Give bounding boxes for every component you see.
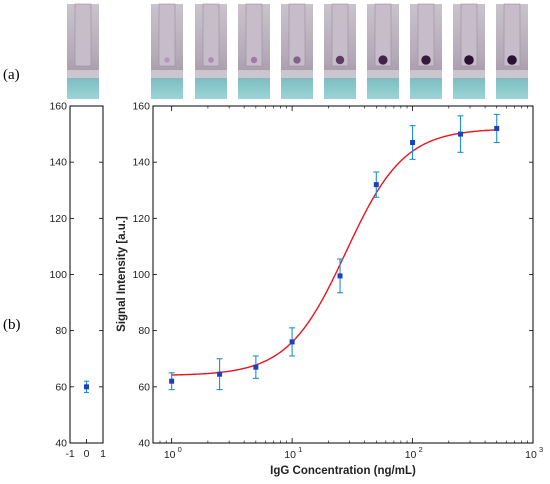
strip-image xyxy=(410,3,442,99)
x-tick-label: 10 xyxy=(164,449,176,461)
x-tick-exponent: 2 xyxy=(419,445,423,454)
strip-image xyxy=(195,3,227,99)
strip-tape xyxy=(151,70,183,78)
x-tick-exponent: 0 xyxy=(178,445,182,454)
strip-spot xyxy=(208,57,214,63)
main-data-points xyxy=(168,113,500,391)
y-tick-label: 160 xyxy=(49,101,67,113)
strip-tape xyxy=(67,70,99,78)
y-tick-label: 120 xyxy=(132,213,150,225)
strip-body xyxy=(374,3,392,67)
data-point xyxy=(217,371,223,377)
strip-spot xyxy=(421,55,431,65)
strip-tape xyxy=(238,70,270,78)
data-point xyxy=(169,378,175,384)
y-tick-label: 160 xyxy=(132,101,150,113)
strip-body xyxy=(74,3,92,67)
left-y-axis: 40 60 80 100 120 140 160 xyxy=(49,101,103,450)
y-tick-label: 40 xyxy=(138,438,150,450)
strip-tape xyxy=(281,70,313,78)
left-x-axis: -1 0 1 xyxy=(65,439,106,460)
y-axis-title: Signal Intensity [a.u.] xyxy=(116,216,128,332)
strip-body xyxy=(288,3,306,67)
y-tick-label: 40 xyxy=(55,438,67,450)
main-y-axis: 40 60 80 100 120 140 160 xyxy=(132,101,533,450)
strip-body xyxy=(158,3,176,67)
strip-spot xyxy=(464,55,474,65)
strip-tape xyxy=(410,70,442,78)
data-point xyxy=(289,339,295,345)
x-tick-label: -1 xyxy=(65,448,74,460)
panel-label-a: (a) xyxy=(3,67,20,83)
strip-image xyxy=(496,3,528,99)
y-tick-label: 100 xyxy=(132,269,150,281)
x-tick-label: 0 xyxy=(84,448,90,460)
strip-image xyxy=(367,3,399,99)
data-point xyxy=(410,140,416,146)
strip-body xyxy=(417,3,435,67)
x-tick-label: 10 xyxy=(525,449,537,461)
strip-tape xyxy=(367,70,399,78)
strip-image xyxy=(453,3,485,99)
strip-spot xyxy=(507,55,517,65)
data-point xyxy=(84,384,89,390)
strip-image xyxy=(281,3,313,99)
main-plot-frame xyxy=(152,105,534,444)
x-tick-exponent: 1 xyxy=(298,445,302,454)
strip-spot xyxy=(250,56,258,64)
strip-spot xyxy=(293,56,301,64)
strip-tape xyxy=(453,70,485,78)
main-x-axis: 10 0 10 1 10 2 10 3 xyxy=(152,106,543,461)
strip-body xyxy=(460,3,478,67)
y-tick-label: 140 xyxy=(132,157,150,169)
data-point xyxy=(457,131,463,137)
left-data-points xyxy=(84,380,89,394)
strip-spot xyxy=(335,55,345,65)
y-tick-label: 60 xyxy=(55,381,67,393)
strip-image xyxy=(67,3,99,99)
strip-body xyxy=(202,3,220,67)
x-tick-exponent: 3 xyxy=(539,445,543,454)
strip-image xyxy=(151,3,183,99)
strip-tape xyxy=(195,70,227,78)
x-tick-label: 10 xyxy=(284,449,296,461)
panel-label-b: (b) xyxy=(3,317,21,333)
data-point xyxy=(494,125,500,131)
strip-image xyxy=(324,3,356,99)
strip-tape xyxy=(324,70,356,78)
data-point xyxy=(253,364,259,370)
strip-spot xyxy=(164,57,170,63)
y-tick-label: 100 xyxy=(49,269,67,281)
x-tick-label: 1 xyxy=(100,448,106,460)
y-tick-label: 80 xyxy=(138,325,150,337)
test-strip-images xyxy=(67,3,528,99)
strip-tape xyxy=(496,70,528,78)
y-tick-label: 80 xyxy=(55,325,67,337)
data-point xyxy=(337,273,343,279)
y-tick-label: 120 xyxy=(49,213,67,225)
strip-spot xyxy=(378,55,388,65)
fit-curve xyxy=(171,129,497,376)
strip-image xyxy=(238,3,270,99)
zero-concentration-chart: 40 60 80 100 120 140 160 -1 0 1 xyxy=(49,101,106,461)
strip-body xyxy=(503,3,521,67)
y-tick-label: 140 xyxy=(49,157,67,169)
strip-body xyxy=(245,3,263,67)
data-point xyxy=(373,182,379,188)
y-tick-label: 60 xyxy=(138,381,150,393)
x-tick-label: 10 xyxy=(405,449,417,461)
strip-body xyxy=(331,3,349,67)
x-axis-title: IgG Concentration (ng/mL) xyxy=(270,465,416,477)
